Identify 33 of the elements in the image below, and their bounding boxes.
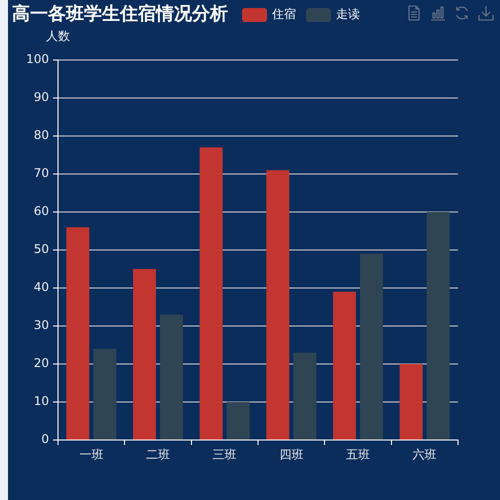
bar <box>266 170 290 440</box>
y-tick-label: 80 <box>34 128 49 142</box>
bar <box>400 364 423 440</box>
bar <box>66 227 90 440</box>
x-tick-label: 六班 <box>412 447 437 462</box>
y-tick-label: 90 <box>34 90 49 104</box>
x-tick-label: 五班 <box>346 447 370 462</box>
y-axis-title: 人数 <box>46 29 70 44</box>
y-tick-label: 40 <box>34 280 49 294</box>
y-tick-label: 70 <box>34 166 49 180</box>
x-tick-label: 二班 <box>146 447 170 462</box>
bar <box>133 269 156 440</box>
x-tick-label: 三班 <box>212 447 237 462</box>
y-tick-label: 20 <box>34 356 49 370</box>
y-tick-label: 30 <box>34 318 49 332</box>
bar <box>226 402 250 440</box>
bar <box>93 348 116 440</box>
y-tick-label: 10 <box>34 394 49 408</box>
bar <box>426 212 450 440</box>
bar <box>333 292 356 440</box>
y-tick-label: 50 <box>34 242 49 256</box>
bar <box>160 314 183 440</box>
y-tick-label: 100 <box>26 52 49 66</box>
x-tick-label: 四班 <box>279 447 304 462</box>
chart-title: 高一各班学生住宿情况分析 <box>12 4 228 25</box>
y-tick-label: 60 <box>34 204 49 218</box>
legend-label: 走读 <box>336 7 360 22</box>
bar <box>360 254 383 440</box>
bar <box>293 352 316 440</box>
bar <box>200 147 223 440</box>
y-tick-label: 0 <box>41 432 49 446</box>
x-tick-label: 一班 <box>79 447 104 462</box>
legend-label: 住宿 <box>271 7 296 22</box>
